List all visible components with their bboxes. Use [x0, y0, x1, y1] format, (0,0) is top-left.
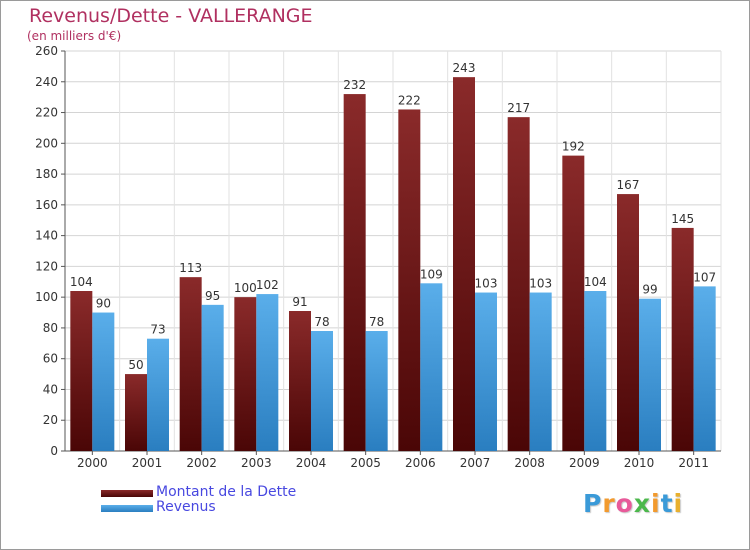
bar-revenus [201, 304, 224, 451]
data-label-revenus: 95 [205, 289, 220, 303]
y-tick-label: 100 [35, 290, 58, 304]
data-label-revenus: 104 [584, 275, 607, 289]
data-label-revenus: 78 [369, 315, 384, 329]
bar-dette [343, 94, 366, 452]
data-label-revenus: 99 [642, 283, 657, 297]
x-tick-label: 2005 [350, 456, 381, 470]
proxiti-logo: Proxiti [583, 489, 683, 518]
x-tick-label: 2011 [678, 456, 709, 470]
bar-dette [289, 311, 311, 451]
data-label-revenus: 107 [693, 270, 716, 284]
data-label-dette: 243 [453, 61, 476, 75]
bar-revenus [256, 294, 279, 451]
x-tick-label: 2010 [624, 456, 655, 470]
data-label-dette: 100 [234, 281, 257, 295]
data-label-revenus: 109 [420, 267, 443, 281]
legend-swatch-revenus [101, 505, 153, 512]
data-label-dette: 167 [617, 178, 640, 192]
bar-dette [671, 227, 694, 451]
x-tick-label: 2009 [569, 456, 600, 470]
x-tick-label: 2003 [241, 456, 272, 470]
legend-swatch-debt [101, 490, 153, 497]
data-label-dette: 91 [292, 295, 307, 309]
logo-letter: o [615, 489, 634, 518]
y-tick-label: 260 [35, 44, 58, 58]
data-label-dette: 104 [70, 275, 93, 289]
bar-revenus [693, 286, 716, 451]
data-label-dette: 232 [343, 78, 366, 92]
bar-revenus [529, 292, 552, 451]
chart-title: Revenus/Dette - VALLERANGE [29, 5, 313, 27]
data-label-dette: 50 [128, 358, 143, 372]
bar-revenus [420, 283, 443, 451]
x-tick-label: 2006 [405, 456, 436, 470]
bar-dette [398, 109, 421, 451]
axes: 0 20 40 60 80 100 120 140 160 180 200 220 240 260 2000… [35, 44, 721, 470]
y-tick-label: 200 [35, 136, 58, 150]
bar-revenus [311, 331, 333, 451]
y-tick-label: 180 [35, 167, 58, 181]
logo-letter: t [660, 489, 674, 518]
bar-revenus [639, 298, 661, 451]
logo-letter: i [673, 489, 684, 518]
x-tick-label: 2004 [296, 456, 327, 470]
x-tick-label: 2008 [514, 456, 545, 470]
x-tick-label: 2002 [186, 456, 217, 470]
data-label-dette: 192 [562, 140, 585, 154]
data-label-dette: 113 [179, 261, 202, 275]
bar-dette [179, 277, 202, 451]
y-tick-label: 120 [35, 259, 58, 273]
bar-revenus [584, 291, 607, 451]
y-tick-label: 20 [43, 413, 58, 427]
y-tick-label: 0 [50, 444, 58, 458]
x-tick-label: 2001 [132, 456, 163, 470]
data-label-revenus: 102 [256, 278, 279, 292]
logo-letter: x [633, 489, 651, 518]
chart-subtitle: (en milliers d'€) [27, 29, 122, 43]
data-label-dette: 222 [398, 93, 421, 107]
data-label-revenus: 103 [475, 277, 498, 291]
x-tick-label: 2000 [77, 456, 108, 470]
bar-revenus [92, 312, 115, 451]
data-label-dette: 145 [671, 212, 694, 226]
legend-label-debt: Montant de la Dette [156, 484, 297, 500]
bar-dette [453, 77, 475, 452]
bar-dette [562, 155, 585, 451]
bar-dette [234, 297, 257, 451]
data-label-revenus: 90 [96, 297, 111, 311]
y-tick-label: 160 [35, 198, 58, 212]
bar-dette [70, 291, 93, 451]
bars [70, 77, 716, 452]
data-label-revenus: 78 [314, 315, 329, 329]
bar-dette [617, 194, 639, 452]
y-tick-label: 140 [35, 229, 58, 243]
x-tick-label: 2007 [460, 456, 491, 470]
data-label-revenus: 103 [529, 277, 552, 291]
logo-letter: P [583, 489, 603, 518]
y-tick-label: 220 [35, 106, 58, 120]
data-label-revenus: 73 [150, 323, 165, 337]
gridlines [64, 50, 722, 452]
y-tick-label: 240 [35, 75, 58, 89]
data-label-dette: 217 [507, 101, 530, 115]
bar-revenus [147, 338, 169, 451]
y-tick-label: 80 [43, 321, 58, 335]
bar-revenus [365, 331, 388, 451]
logo-letter: r [602, 489, 616, 518]
bar-revenus [475, 292, 497, 451]
y-tick-label: 40 [43, 382, 58, 396]
bar-dette [507, 117, 530, 452]
y-tick-label: 60 [43, 352, 58, 366]
legend-label-revenus: Revenus [156, 499, 216, 515]
bar-dette [125, 374, 147, 451]
logo-letter: i [651, 489, 661, 518]
